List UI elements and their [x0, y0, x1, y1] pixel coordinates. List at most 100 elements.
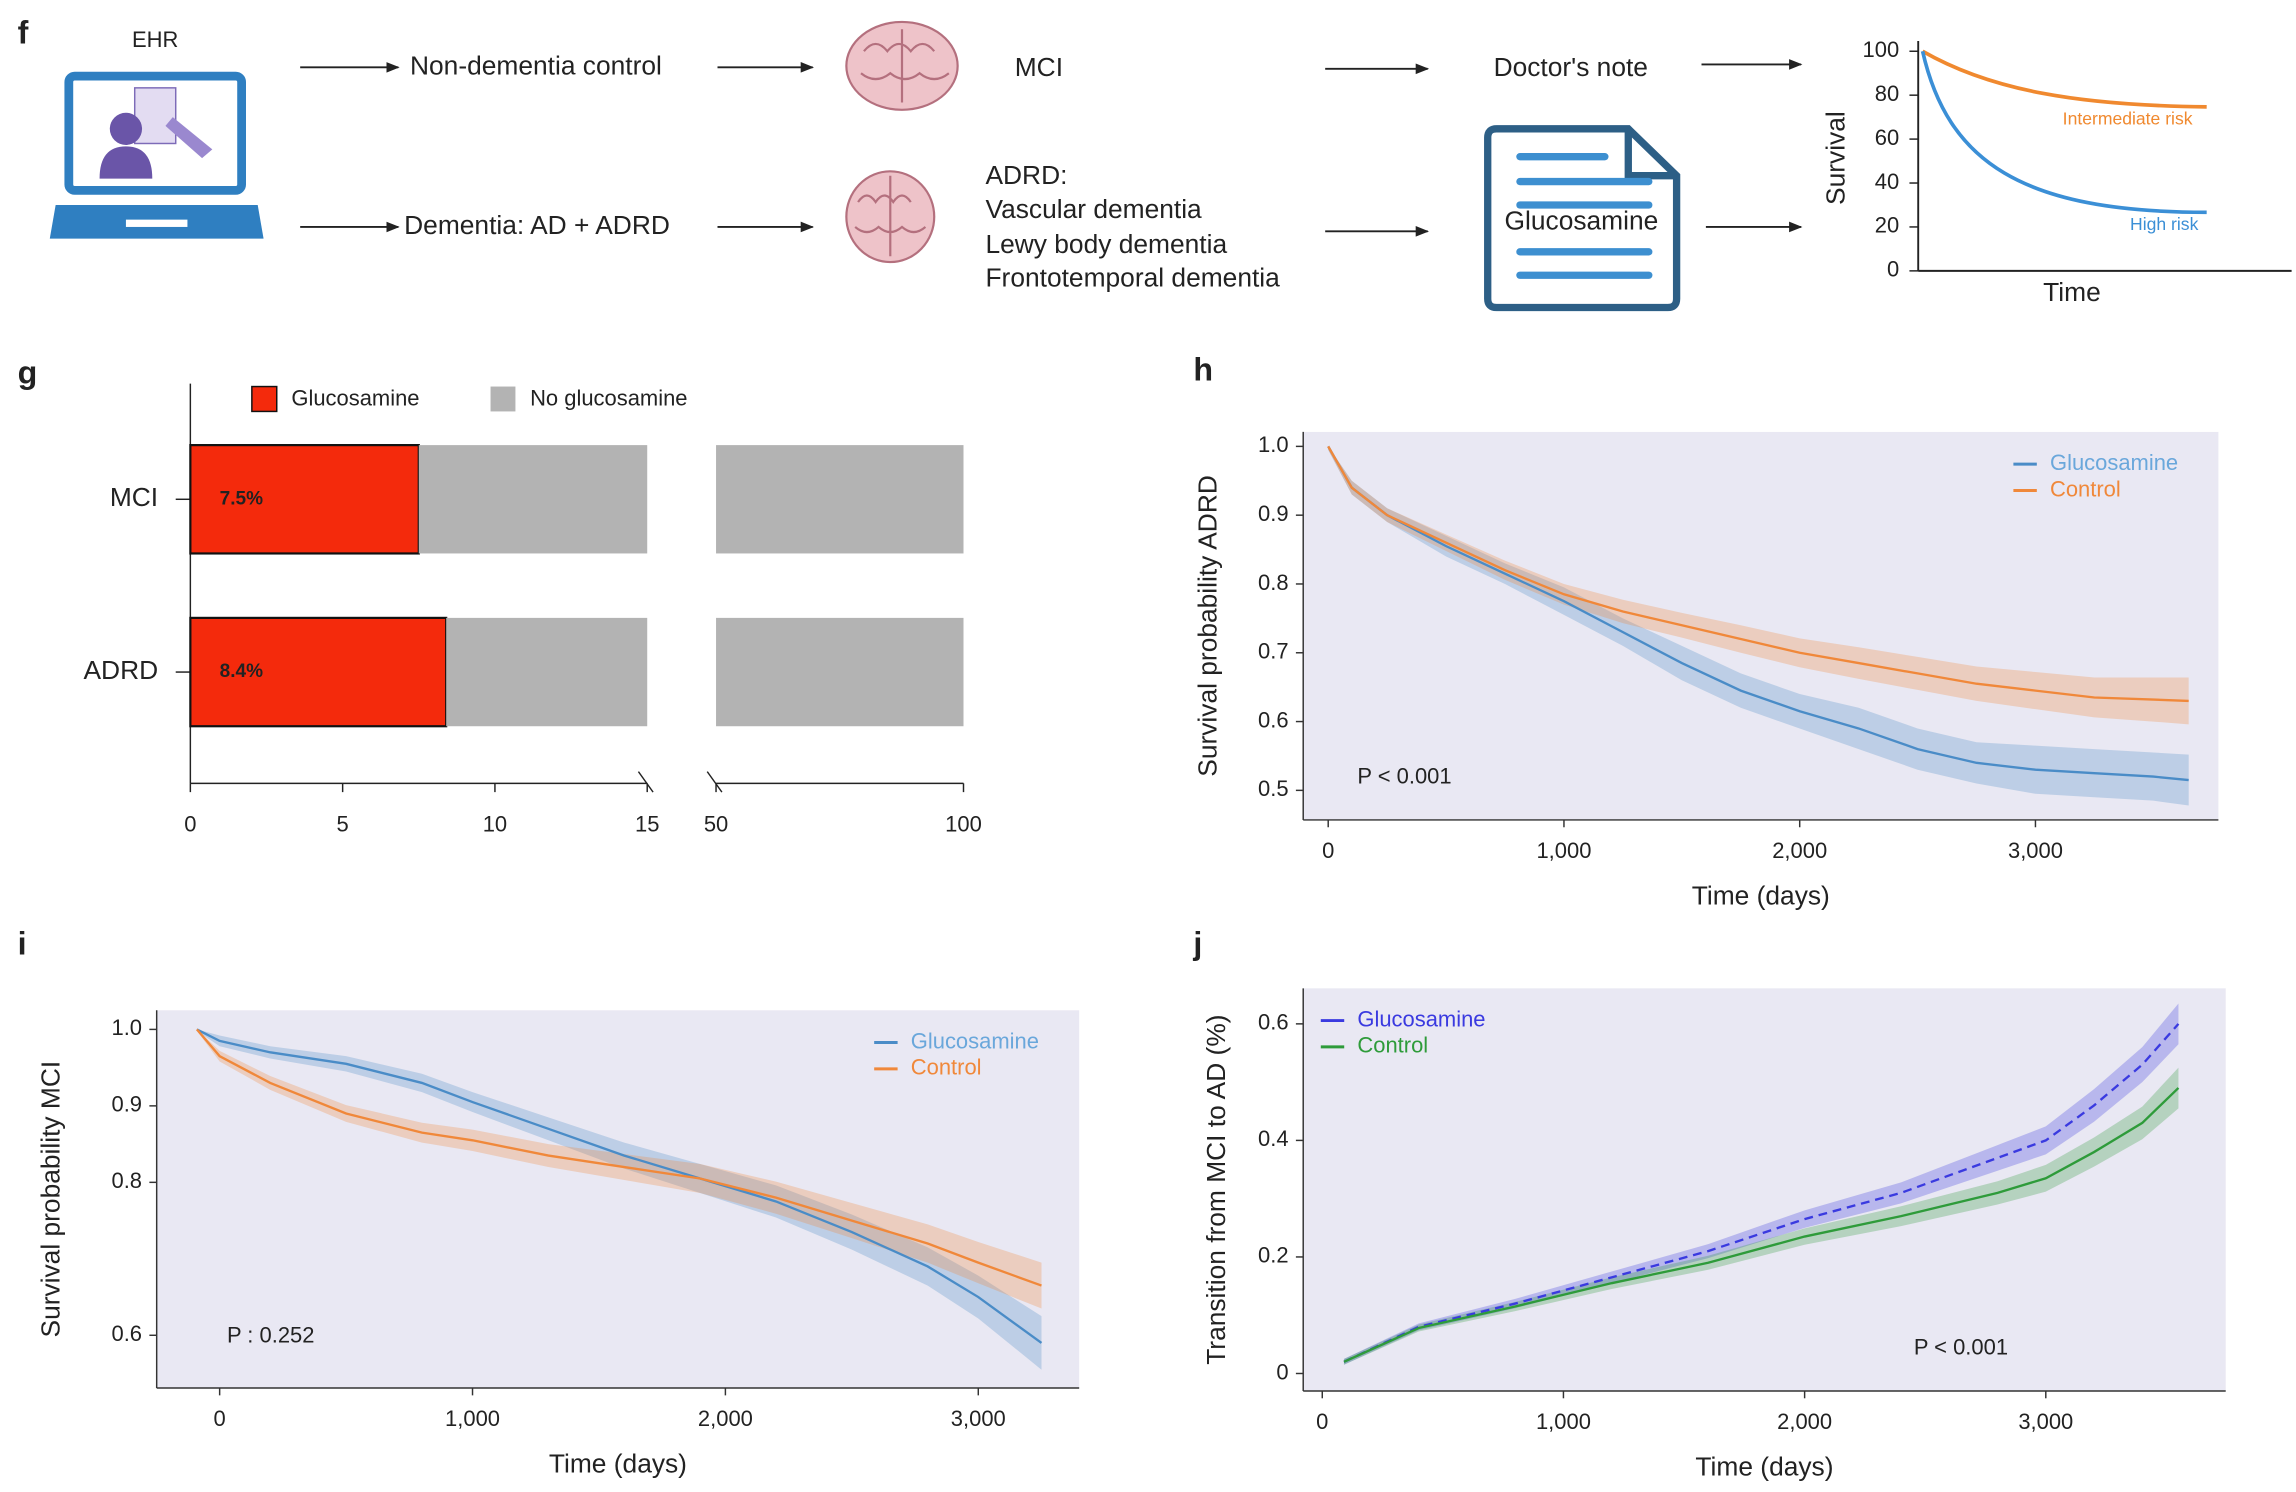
- x-tick-label: 0: [1316, 1409, 1328, 1434]
- x-tick-label: 2,000: [698, 1406, 753, 1431]
- panel-label: f: [18, 15, 29, 51]
- bar: [189, 444, 420, 555]
- y-axis-label: Survival probability ADRD: [1192, 475, 1222, 777]
- flow-label: Non-dementia control: [410, 50, 662, 80]
- flow-label: Dementia: AD + ADRD: [404, 210, 670, 240]
- annotation: P < 0.001: [1914, 1334, 2008, 1359]
- axis-break: [637, 771, 654, 793]
- laptop-icon: [49, 71, 264, 239]
- bar: [446, 617, 648, 727]
- axis-label: Time: [2043, 277, 2101, 307]
- y-tick-label: MCI: [110, 482, 158, 512]
- y-tick-label: 0.7: [1258, 639, 1289, 664]
- y-tick-label: 0.6: [112, 1321, 143, 1346]
- bar: [716, 617, 964, 727]
- flow-label: Vascular dementia: [985, 194, 1202, 224]
- y-tick-label: 100: [1863, 37, 1900, 62]
- value-label: 8.4%: [220, 661, 263, 682]
- y-tick-label: 0.6: [1258, 707, 1289, 732]
- y-tick-label: 0.6: [1258, 1010, 1289, 1035]
- x-tick-label: 3,000: [951, 1406, 1006, 1431]
- panel-f: f EHR Non-dementia control MCI Doctor's …: [18, 15, 2292, 312]
- value-label: 7.5%: [220, 488, 263, 509]
- x-tick-label: 50: [704, 812, 728, 837]
- panel-label: h: [1193, 351, 1213, 387]
- survival-schematic: Time Survival 0 20 40 60 80 100 Intermediate r…: [1821, 37, 2292, 307]
- bar: [189, 616, 448, 728]
- y-tick-label: 60: [1875, 125, 1899, 150]
- legend-label: Control: [2050, 476, 2121, 501]
- legend-swatch: [251, 385, 278, 413]
- y-tick-label: 0: [1887, 257, 1899, 282]
- curve-label: Intermediate risk: [2063, 109, 2193, 129]
- x-axis-label: Time (days): [1695, 1452, 1833, 1482]
- ehr-label: EHR: [132, 27, 178, 52]
- y-tick-label: 1.0: [112, 1015, 143, 1040]
- brain-icon: [845, 20, 959, 111]
- x-tick-label: 1,000: [445, 1406, 500, 1431]
- x-tick-label: 0: [1322, 838, 1334, 863]
- x-tick-label: 1,000: [1536, 838, 1591, 863]
- x-tick-label: 2,000: [1777, 1409, 1832, 1434]
- bar: [418, 445, 648, 554]
- plot-background: [156, 1010, 1080, 1389]
- y-tick-label: 0.9: [112, 1092, 143, 1117]
- note-text: Glucosamine: [1505, 206, 1659, 236]
- x-tick-label: 10: [483, 812, 507, 837]
- y-tick-label: 0.5: [1258, 776, 1289, 801]
- bar: [716, 445, 964, 554]
- legend-label: Control: [911, 1055, 982, 1080]
- brain-icon: [845, 170, 936, 264]
- y-tick-label: 0.8: [112, 1168, 143, 1193]
- x-tick-label: 3,000: [2018, 1409, 2073, 1434]
- annotation: P < 0.001: [1357, 763, 1451, 788]
- x-tick-label: 2,000: [1772, 838, 1827, 863]
- x-axis-label: Time (days): [549, 1449, 687, 1479]
- series-line: [195, 1028, 1042, 1287]
- chart-panel: h 0.5 0.6 0.7 0.8 0.9 1.0 0 1,000 2,000 3,000 Gluco…: [1192, 351, 2219, 910]
- y-tick-label: 40: [1875, 169, 1899, 194]
- confidence-band: [196, 1029, 1042, 1309]
- chart-panel: i 0.6 0.8 0.9 1.0 0 1,000 2,000 3,000 Glucosamine…: [18, 925, 1080, 1479]
- panel-label: g: [18, 354, 38, 390]
- legend-label: No glucosamine: [530, 386, 687, 411]
- flow-label: Lewy body dementia: [985, 229, 1227, 259]
- curve-label: High risk: [2130, 214, 2199, 234]
- legend-label: Glucosamine: [911, 1028, 1039, 1053]
- chart-panel: g 0 5 10 15 50 100 MCI 7.5% ADRD 8.4% Glucosamine No…: [18, 354, 982, 836]
- confidence-band: [1328, 446, 2189, 725]
- y-axis-label: Transition from MCI to AD (%): [1201, 1014, 1231, 1364]
- y-tick-label: 0: [1276, 1359, 1288, 1384]
- axis-break: [706, 771, 723, 793]
- series-line: [1327, 445, 2189, 782]
- y-tick-label: 80: [1875, 81, 1899, 106]
- schematic-curve: [1920, 50, 2207, 215]
- x-axis-label: Time (days): [1692, 880, 1830, 910]
- y-tick-label: 20: [1875, 213, 1899, 238]
- annotation: P : 0.252: [227, 1323, 314, 1348]
- legend-label: Glucosamine: [1357, 1006, 1485, 1031]
- y-axis-label: Survival probability MCI: [36, 1061, 66, 1338]
- x-tick-label: 100: [945, 812, 982, 837]
- x-tick-label: 1,000: [1536, 1409, 1591, 1434]
- y-tick-label: ADRD: [83, 655, 158, 685]
- y-tick-label: 0.8: [1258, 570, 1289, 595]
- x-tick-label: 0: [214, 1406, 226, 1431]
- flow-label: MCI: [1015, 52, 1063, 82]
- flow-label: Doctor's note: [1494, 52, 1648, 82]
- y-tick-label: 0.2: [1258, 1243, 1289, 1268]
- plot-background: [1303, 988, 2226, 1391]
- x-tick-label: 15: [635, 812, 659, 837]
- y-tick-label: 1.0: [1258, 432, 1289, 457]
- series-line: [1343, 1023, 2180, 1363]
- x-tick-label: 3,000: [2008, 838, 2063, 863]
- series-line: [1327, 445, 2189, 703]
- plot-background: [1303, 431, 2219, 820]
- schematic-curve: [1921, 49, 2207, 109]
- series-line: [196, 1028, 1043, 1344]
- chart-panel: j 0 0.2 0.4 0.6 0 1,000 2,000 3,000 GlucosamineCo…: [1192, 925, 2226, 1482]
- confidence-band: [1328, 446, 2189, 806]
- series-line: [1343, 1087, 2180, 1363]
- flow-label: ADRD:: [985, 160, 1067, 190]
